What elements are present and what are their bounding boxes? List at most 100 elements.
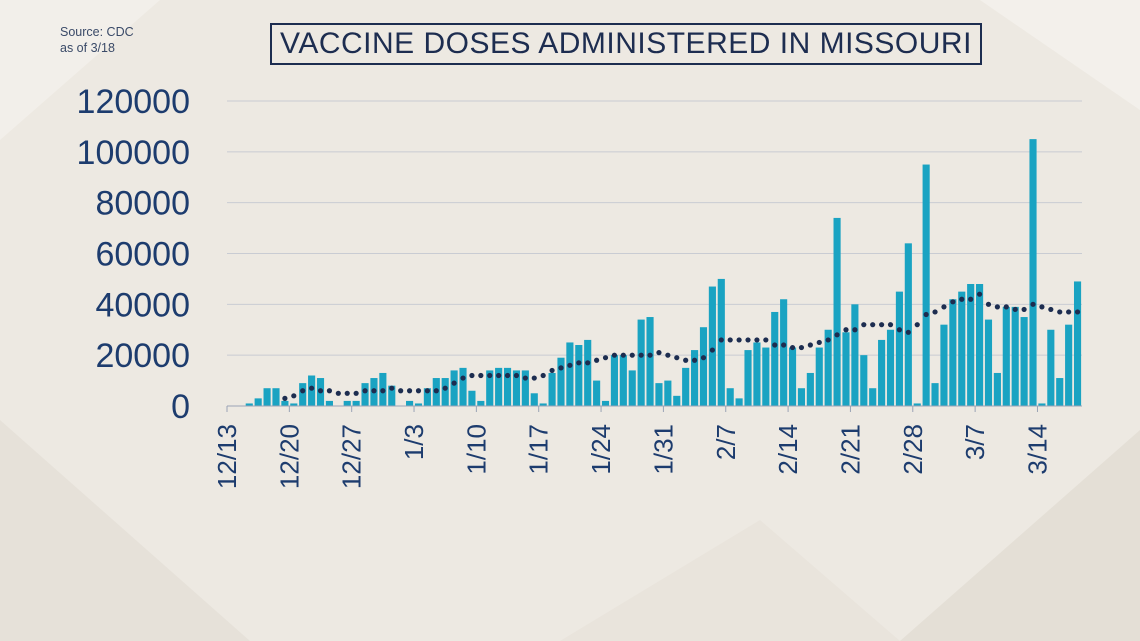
bar: [735, 398, 743, 406]
average-dot: [941, 304, 947, 310]
x-tick-label: 1/24: [586, 424, 616, 475]
bar: [691, 350, 699, 406]
average-dot: [1030, 301, 1036, 307]
average-dot: [959, 296, 965, 302]
bar: [566, 342, 574, 406]
x-tick-label: 1/31: [648, 424, 678, 475]
bar: [486, 370, 494, 406]
bar: [290, 403, 298, 406]
average-dot: [585, 360, 591, 366]
average-dot: [549, 367, 555, 374]
average-dot: [371, 388, 377, 394]
average-dot: [433, 388, 439, 394]
average-dot: [638, 352, 644, 358]
y-tick-label: 20000: [95, 337, 190, 375]
average-dot: [825, 337, 831, 343]
average-dot: [1003, 304, 1009, 310]
average-dot: [1048, 306, 1054, 313]
average-dot: [763, 337, 769, 343]
bar: [539, 403, 547, 406]
y-tick-label: 100000: [77, 134, 190, 172]
x-tick-label: 1/17: [524, 424, 554, 475]
average-dot: [309, 385, 315, 391]
bar: [993, 372, 1001, 406]
bar: [477, 400, 485, 406]
average-dot: [843, 327, 849, 333]
x-tick-label: 2/21: [835, 424, 865, 475]
bar: [361, 383, 369, 406]
average-dot: [487, 372, 493, 379]
average-dot: [834, 332, 840, 338]
average-dot: [905, 329, 911, 335]
bar: [940, 324, 948, 406]
average-dot: [576, 360, 582, 366]
bar: [414, 403, 423, 406]
average-dot: [923, 311, 929, 318]
average-dot: [976, 291, 983, 297]
average-dot: [665, 352, 671, 358]
average-dot: [879, 322, 885, 328]
bar: [931, 383, 939, 406]
bar: [263, 388, 271, 406]
average-dot: [398, 388, 404, 394]
average-dot: [736, 337, 742, 343]
average-dot: [594, 357, 600, 363]
average-dot: [1066, 309, 1072, 315]
average-dot: [513, 372, 520, 379]
bar: [406, 400, 414, 406]
average-dot: [1057, 309, 1063, 315]
bar: [601, 400, 610, 406]
average-dot: [353, 390, 359, 396]
average-dot: [424, 388, 430, 394]
x-tick-label: 2/14: [773, 424, 803, 475]
average-dot: [531, 375, 537, 381]
x-tick-label: 2/7: [711, 424, 741, 460]
average-dot: [1074, 309, 1081, 315]
average-dot: [754, 337, 760, 343]
y-tick-label: 80000: [95, 185, 190, 223]
average-dot: [950, 299, 956, 305]
source-line: Source: CDC: [60, 25, 134, 39]
average-dot: [469, 372, 475, 379]
x-tick-label: 2/28: [898, 424, 928, 475]
bar: [619, 355, 627, 406]
average-dot: [870, 322, 876, 328]
bar: [1056, 378, 1064, 406]
average-dot: [362, 388, 368, 394]
average-dot: [852, 327, 858, 333]
average-dot: [406, 388, 413, 394]
average-dot: [478, 372, 484, 379]
average-dot: [798, 344, 805, 351]
bar: [325, 400, 333, 406]
bar: [245, 403, 253, 406]
average-dot: [496, 372, 502, 379]
average-dot: [727, 337, 733, 343]
average-dot: [460, 375, 466, 381]
title-box: VACCINE DOSES ADMINISTERED IN MISSOURI: [270, 23, 982, 65]
bar: [530, 393, 538, 406]
average-dot: [789, 344, 796, 351]
bar: [984, 319, 993, 406]
bar: [423, 388, 431, 406]
bar: [762, 347, 770, 406]
average-dot: [994, 304, 1000, 310]
average-dot: [291, 393, 297, 399]
average-dot: [1021, 306, 1027, 313]
bar: [922, 164, 930, 406]
bar: [1029, 139, 1037, 406]
chart-title: VACCINE DOSES ADMINISTERED IN MISSOURI: [280, 27, 972, 60]
average-dot: [1012, 306, 1018, 313]
average-dot: [968, 296, 974, 302]
bar: [682, 367, 690, 406]
average-dot: [700, 355, 707, 361]
bar: [655, 383, 663, 406]
average-dot: [683, 357, 689, 363]
average-dot: [451, 380, 457, 386]
bar: [797, 388, 806, 406]
bar: [967, 284, 975, 406]
bar: [913, 403, 921, 406]
average-dot: [985, 301, 992, 307]
bar: [495, 367, 503, 406]
